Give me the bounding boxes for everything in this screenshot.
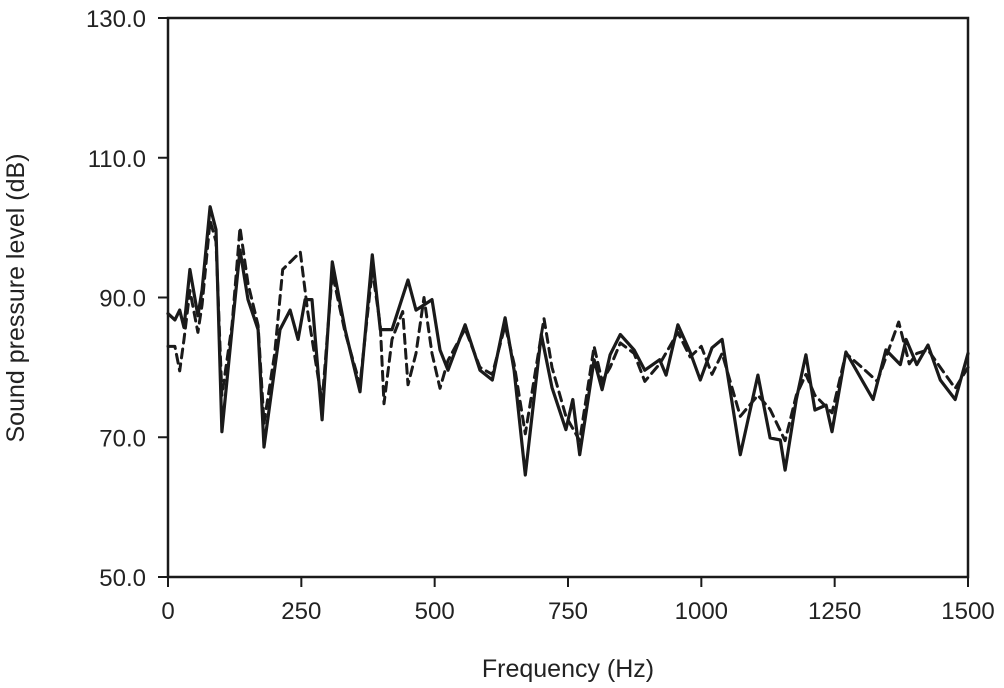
y-axis-title: Sound pressure level (dB) <box>2 153 30 442</box>
series-layer <box>166 205 970 477</box>
x-tick-label: 1500 <box>941 598 994 625</box>
x-tick-label: 0 <box>161 598 174 625</box>
x-tick-label: 1250 <box>808 598 861 625</box>
plot-frame <box>166 16 970 579</box>
x-tick-label: 750 <box>548 598 588 625</box>
y-tick-label: 50.0 <box>99 565 146 592</box>
y-tick-label: 110.0 <box>88 146 146 173</box>
x-axis-title: Frequency (Hz) <box>482 655 654 683</box>
y-tick-label: 70.0 <box>99 425 146 452</box>
y-axis: 50.0 70.0 90.0 110.0 130.0 <box>86 6 169 592</box>
x-tick-label: 500 <box>415 598 455 625</box>
y-tick-label: 130.0 <box>86 6 146 33</box>
plot-border <box>166 16 970 579</box>
x-tick-label: 250 <box>281 598 321 625</box>
series-dashed-line <box>166 219 970 443</box>
y-tick-label: 90.0 <box>99 286 146 313</box>
x-tick-label: 1000 <box>675 598 728 625</box>
x-axis: 0 250 500 750 1000 1250 1500 <box>161 576 995 625</box>
series-solid-line <box>166 205 970 477</box>
